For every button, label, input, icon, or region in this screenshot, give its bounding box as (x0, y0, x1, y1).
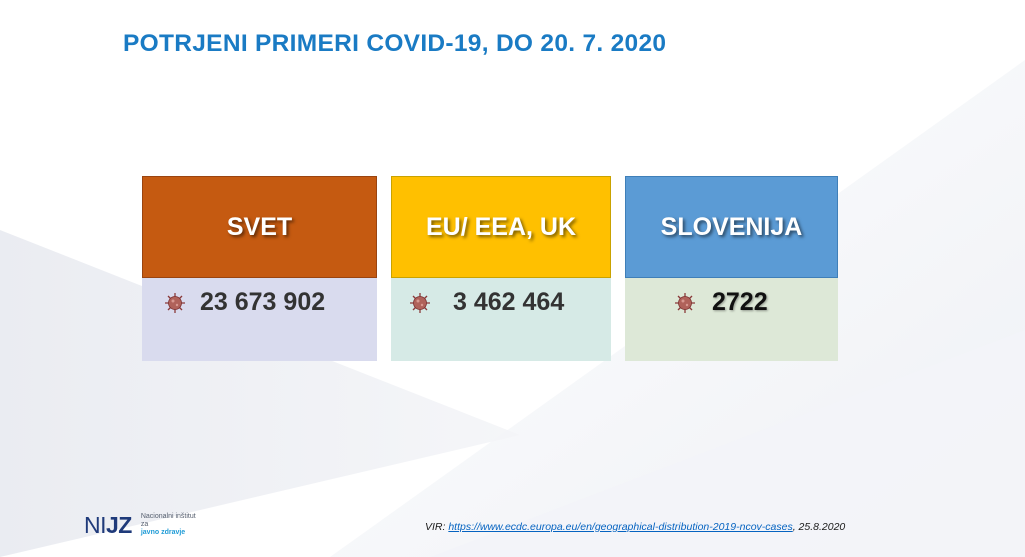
case-count: 23 673 902 (200, 288, 326, 316)
card-label: EU/ EEA, UK (425, 212, 577, 241)
page-title: POTRJENI PRIMERI COVID-19, DO 20. 7. 202… (123, 30, 667, 57)
card-header: EU/ EEA, UK (391, 176, 611, 278)
logo-line2: za (140, 521, 149, 528)
source-link[interactable]: https://www.ecdc.europa.eu/en/geographic… (448, 521, 793, 533)
case-count: 2722 (712, 288, 768, 316)
card-eu-eea-uk: EU/ EEA, UK 3 462 464 (391, 176, 611, 361)
logo-line1: Nacionalni inštitut (140, 513, 196, 520)
source-citation: VIR: https://www.ecdc.europa.eu/en/geogr… (425, 521, 845, 533)
source-prefix: VIR: (425, 521, 449, 533)
source-date: , 25.8.2020 (792, 521, 846, 533)
card-body: 23 673 902 (142, 278, 377, 361)
logo-text: Nacionalni inštitut za javno zdravje (141, 513, 196, 537)
card-label: SVET (226, 212, 293, 241)
virus-icon (410, 292, 430, 313)
card-label: SLOVENIJA (660, 212, 803, 241)
virus-icon (165, 292, 185, 313)
logo-mark: NIJZ (84, 511, 132, 539)
card-header: SVET (142, 176, 377, 278)
virus-icon (675, 292, 695, 313)
card-body: 2722 (625, 278, 838, 361)
logo-mark-jz: JZ (106, 512, 132, 538)
logo-line3: javno zdravje (140, 529, 186, 536)
card-header: SLOVENIJA (625, 176, 838, 278)
card-svet: SVET 23 673 902 (142, 176, 377, 361)
nijz-logo: NIJZ Nacionalni inštitut za javno zdravj… (84, 511, 196, 539)
logo-mark-ni: NI (84, 512, 107, 538)
card-slovenija: SLOVENIJA 2722 (625, 176, 838, 361)
card-body: 3 462 464 (391, 278, 611, 361)
case-count: 3 462 464 (453, 288, 565, 316)
